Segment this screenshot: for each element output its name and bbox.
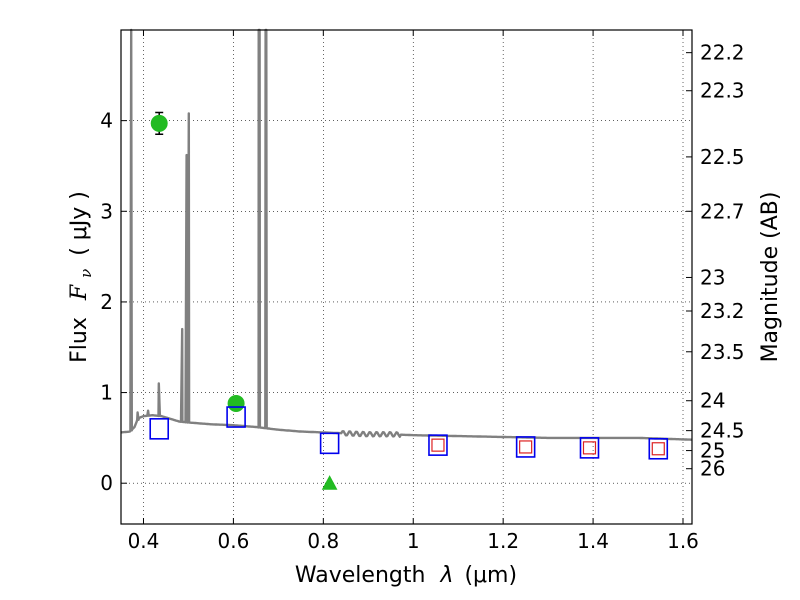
axes: 0.4 0.6 0.8 1 1.2 1.4 1.60123422.222.322.522.7… — [100, 30, 745, 553]
model-photometry-square-red — [431, 438, 445, 452]
x-tick-label: 1.6 — [667, 529, 699, 553]
y2-tick-label: 24.5 — [700, 419, 745, 443]
x-tick-label: 1 — [407, 529, 420, 553]
x-tick-label: 0.6 — [217, 529, 249, 553]
y-tick-label: 4 — [100, 109, 113, 133]
model-photometry-square-red — [582, 441, 597, 455]
y2-tick-label: 22.7 — [700, 199, 745, 223]
y2-tick-label: 25 — [700, 439, 725, 463]
model-photometry-square-red — [651, 442, 665, 456]
y-tick-label: 2 — [100, 290, 113, 314]
x-tick-label: 0.8 — [307, 529, 339, 553]
model-photometry-square — [428, 434, 448, 456]
y2-tick-label: 23.5 — [700, 340, 745, 364]
y2-tick-label: 22.2 — [700, 41, 745, 65]
y2-tick-label: 23.2 — [700, 299, 745, 323]
y-axis-label: Flux F ν ( μJy ) — [67, 191, 97, 363]
spectrum-line — [120, 28, 693, 441]
y-tick-label: 0 — [100, 471, 113, 495]
model-photometry-square — [226, 406, 246, 428]
grid-lines — [121, 30, 692, 524]
model-spectrum — [120, 28, 693, 441]
y2-tick-label: 23 — [700, 265, 725, 289]
model-photometry-square — [319, 432, 340, 455]
model-photometry-square — [579, 437, 600, 459]
upper-limit-point — [321, 475, 338, 490]
model-photometry-square — [648, 437, 669, 460]
y2-tick-label: 22.5 — [700, 145, 745, 169]
model-photometry-square-red — [519, 440, 533, 454]
y2-tick-label: 24 — [700, 389, 725, 413]
x-tick-label: 1.4 — [577, 529, 609, 553]
y-tick-label: 3 — [100, 199, 113, 223]
observed-point — [150, 114, 168, 132]
x-tick-label: 1.2 — [487, 529, 519, 553]
y2-tick-label: 22.3 — [700, 79, 745, 103]
model-photometry-square — [515, 436, 536, 458]
observed-point — [227, 394, 245, 412]
y2-axis-label: Magnitude (AB) — [758, 192, 783, 363]
plot-frame — [120, 29, 693, 525]
y2-tick-label: 26 — [700, 457, 725, 481]
data-marks — [149, 111, 669, 490]
y-tick-label: 1 — [100, 381, 113, 405]
x-tick-label: 0.4 — [128, 529, 160, 553]
x-axis-label: Wavelength λ (μm) — [295, 563, 517, 588]
model-photometry-square — [149, 418, 170, 440]
